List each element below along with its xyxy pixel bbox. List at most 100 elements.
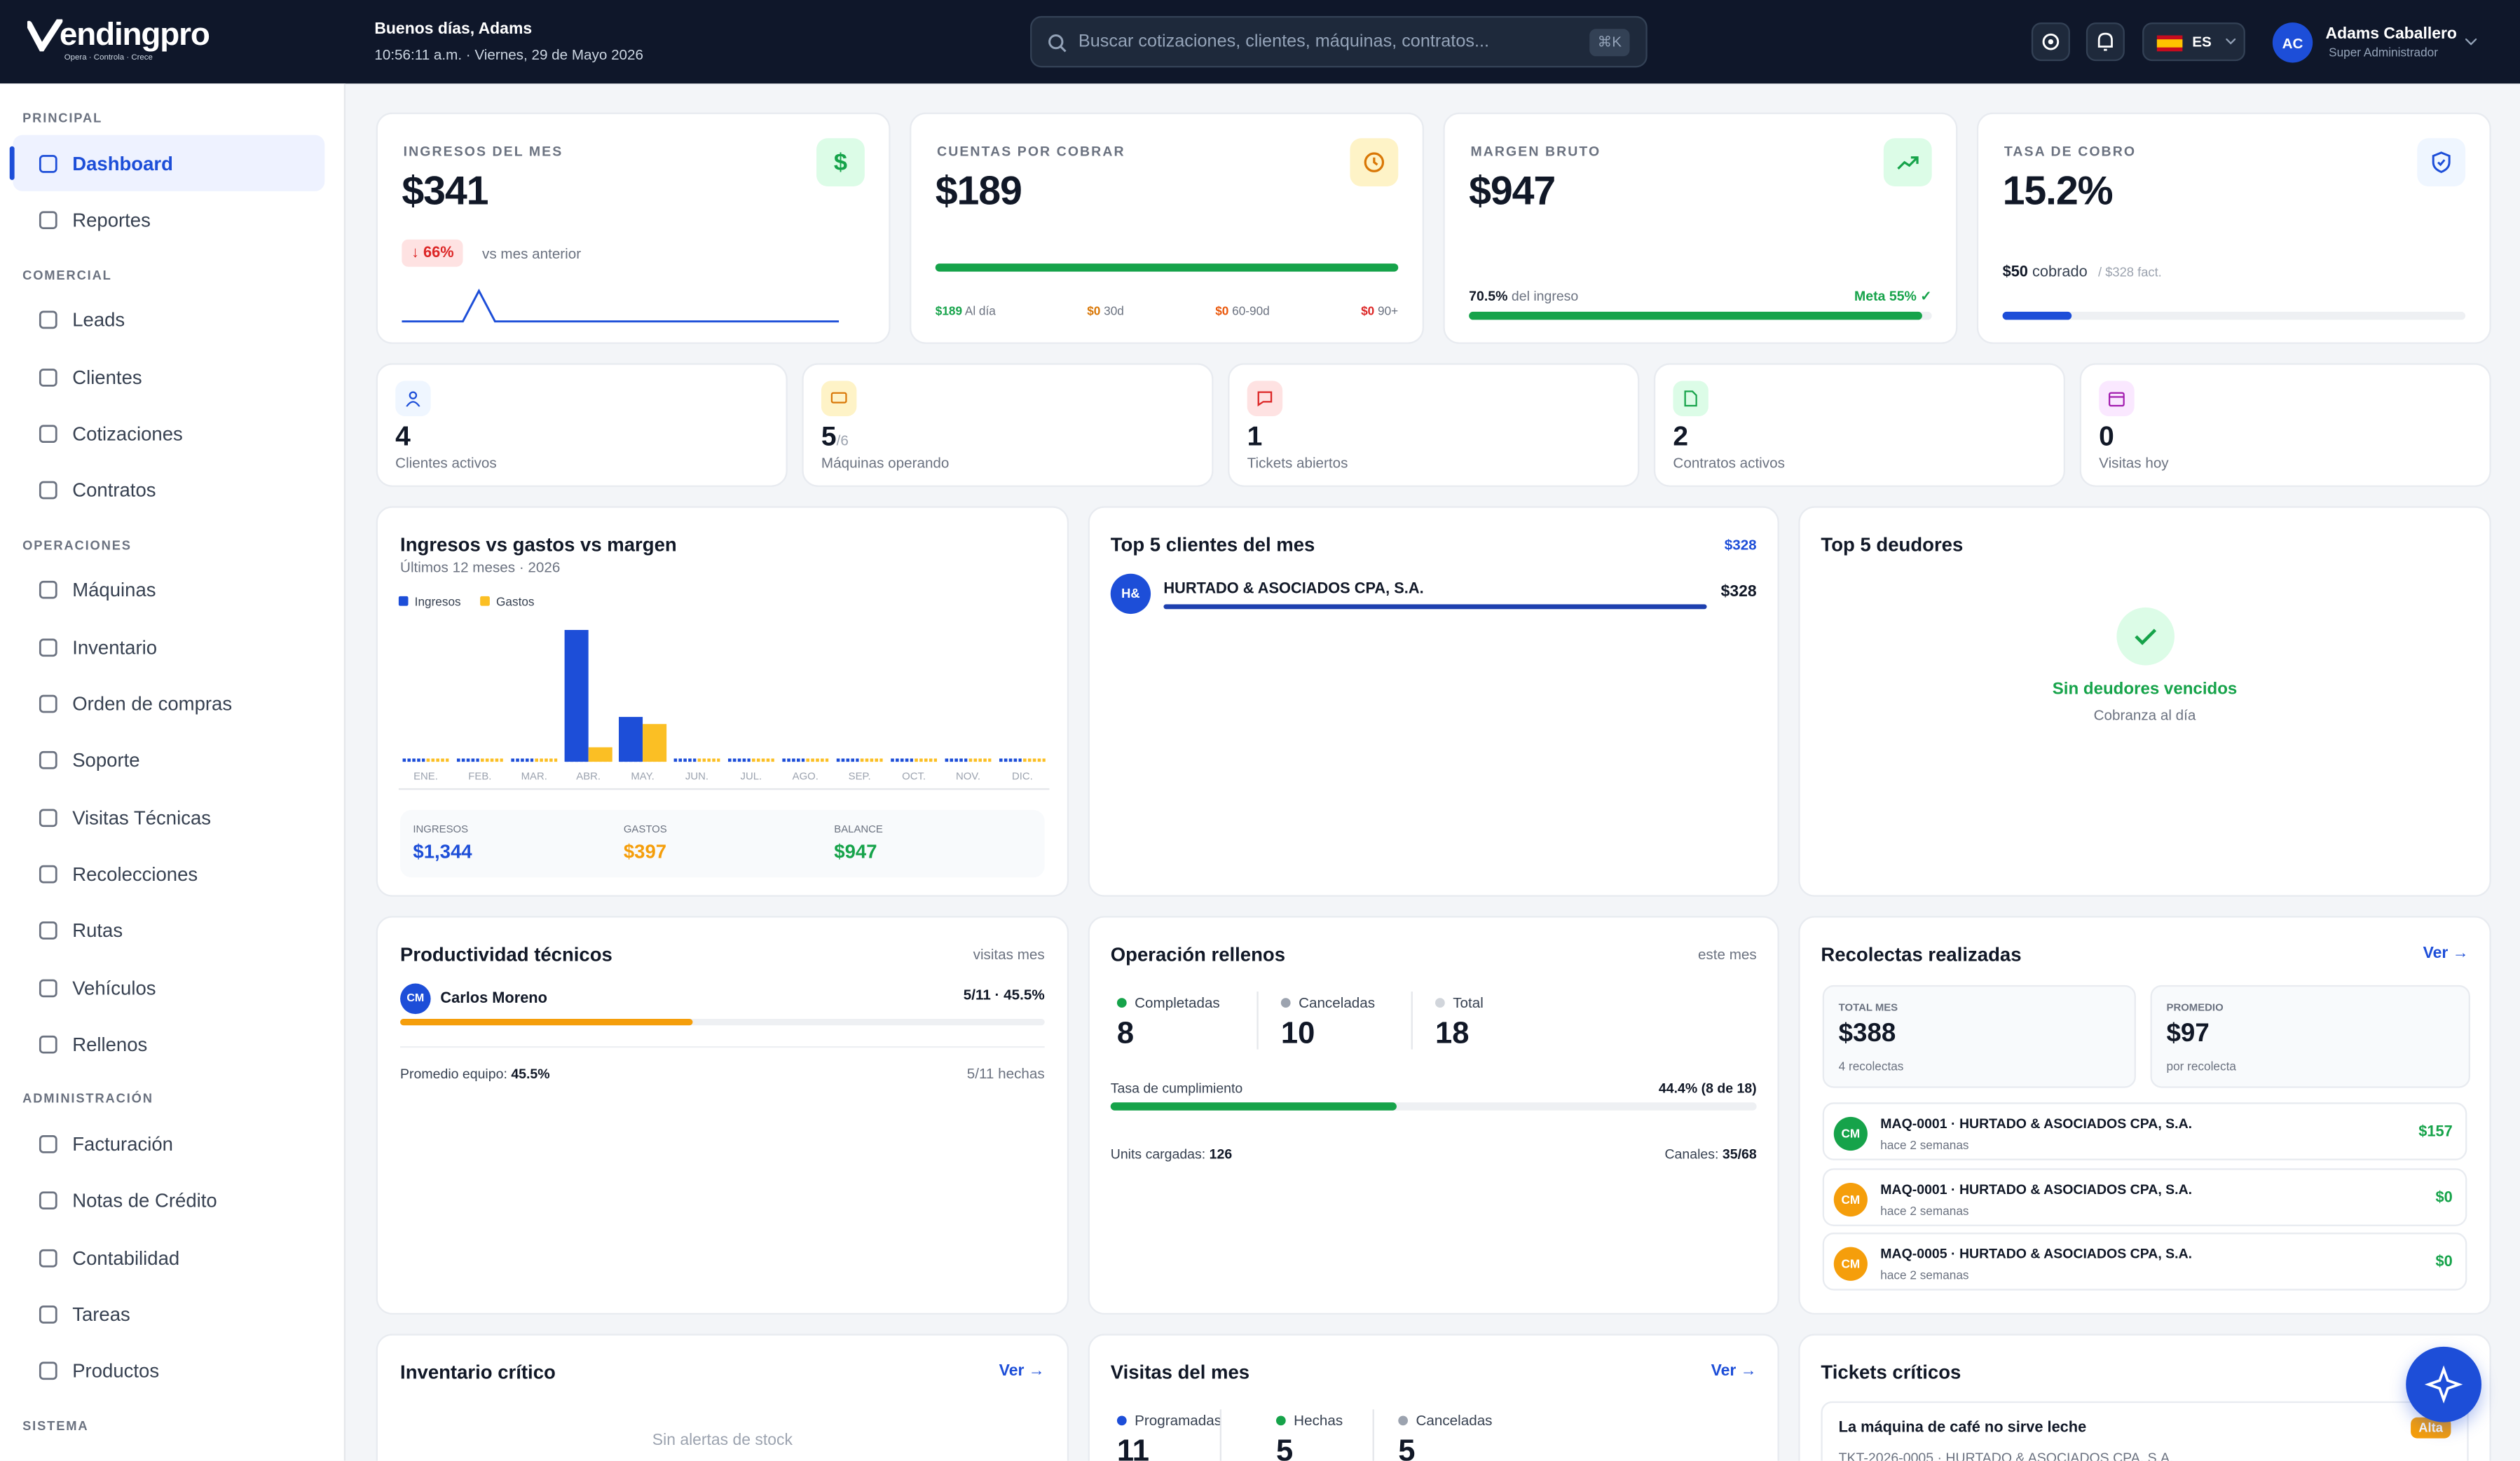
nav-icon (39, 694, 57, 713)
kpi-label: INGRESOS DEL MES (403, 143, 563, 160)
divider (1256, 992, 1259, 1050)
nav-item[interactable]: Tareas (13, 1287, 324, 1343)
nav-item[interactable]: Máquinas (13, 562, 324, 619)
stat-card: 1 Tickets abiertos (1228, 363, 1640, 487)
flag-icon (2156, 35, 2183, 52)
tech-stat: 5/11 · 45.5% (963, 987, 1045, 1003)
tech-name: Carlos Moreno (440, 989, 547, 1008)
icon-shape (39, 424, 57, 443)
stat-icon (1247, 380, 1283, 416)
collection-time: hace 2 semanas (1880, 1137, 1969, 1153)
x-tick-label: JUL. (741, 771, 762, 782)
count-label: Canceladas (1416, 1412, 1493, 1429)
nav-item[interactable]: Rellenos (13, 1016, 324, 1073)
ticket-row[interactable]: La máquina de café no sirve leche Alta T… (1821, 1401, 2469, 1461)
nav-icon (39, 368, 57, 386)
nav-item[interactable]: Reportes (13, 192, 324, 249)
client-bar (1163, 604, 1707, 610)
nav-item[interactable]: Contabilidad (13, 1230, 324, 1287)
nav-label: Tareas (72, 1303, 130, 1326)
section-title: PRINCIPAL (22, 111, 103, 125)
nav-item[interactable]: Leads (13, 291, 324, 348)
divider (1411, 992, 1413, 1050)
count-label: Programadas (1135, 1412, 1222, 1429)
nav-item[interactable]: Visitas Técnicas (13, 789, 324, 846)
nav-icon (39, 1135, 57, 1153)
legend-label: Ingresos (415, 595, 461, 609)
search-icon (1048, 34, 1067, 53)
section-title: ADMINISTRACIÓN (22, 1092, 153, 1106)
total: $328 (1724, 536, 1757, 553)
notifications-button[interactable] (2086, 22, 2125, 62)
stat-icon (821, 380, 857, 416)
search-box[interactable]: Buscar cotizaciones, clientes, máquinas,… (1030, 15, 1648, 68)
aging-label: 30d (1104, 303, 1124, 319)
nav-icon (39, 751, 57, 770)
kpi-value: 15.2% (2002, 168, 2114, 214)
bell-icon (2097, 32, 2113, 51)
logo-mark (27, 19, 63, 52)
icon-shape (39, 694, 57, 713)
progress-bar (1469, 311, 1932, 320)
icon-shape (39, 211, 57, 229)
nav-icon (39, 865, 57, 884)
tickets-card: Tickets críticos La máquina de café no s… (1798, 1333, 2491, 1461)
nav-item[interactable]: Rutas (13, 903, 324, 959)
nav-item[interactable]: Inventario (13, 619, 324, 675)
icon-shape (39, 1305, 57, 1324)
nav-item[interactable]: Recolecciones (13, 846, 324, 903)
stat-label: Tickets abiertos (1247, 455, 1348, 471)
see-all-link[interactable]: Ver → (999, 1362, 1045, 1381)
settings-button[interactable] (2031, 22, 2070, 62)
bar-chart: Ingresos Gastos ENE. FEB. MAR. ABR. MAY. JUN. JU… (398, 595, 1050, 790)
nav-item[interactable]: Facturación (13, 1116, 324, 1173)
nav-item[interactable]: Orden de compras (13, 675, 324, 732)
invoiced: / $328 fact. (2097, 265, 2162, 280)
nav-item[interactable]: Soporte (13, 732, 324, 789)
nav-item[interactable]: Clientes (13, 348, 324, 405)
rate-label: Tasa de cumplimiento (1110, 1080, 1243, 1097)
x-tick-label: MAR. (521, 771, 547, 782)
divider (1372, 1409, 1374, 1461)
icon-shape (39, 154, 57, 172)
kpi-card: CUENTAS POR COBRAR $189 $189 Al día $0 3… (910, 112, 1424, 344)
stat-card: 2 Contratos activos (1653, 363, 2066, 487)
collection-row: CM MAQ-0001 · HURTADO & ASOCIADOS CPA, S.… (1822, 1102, 2467, 1160)
nav-item[interactable]: Productos (13, 1343, 324, 1399)
assistant-button[interactable] (2406, 1346, 2482, 1422)
nav-item[interactable]: Cotizaciones (13, 405, 324, 462)
collection-avatar: CM (1833, 1181, 1868, 1216)
nav-label: Inventario (72, 636, 158, 659)
collection-title: MAQ-0005 · HURTADO & ASOCIADOS CPA, S.A. (1880, 1245, 2193, 1262)
nav-item[interactable]: Contratos (13, 462, 324, 519)
language-button[interactable]: ES (2142, 22, 2245, 62)
see-all-link[interactable]: Ver → (1711, 1362, 1757, 1381)
nav-icon (39, 1035, 57, 1054)
change-badge: ↓ 66% (402, 239, 464, 267)
logo[interactable]: endingpro (59, 18, 210, 53)
card-title: Productividad técnicos (400, 943, 612, 966)
count-value: 5 (1398, 1435, 1416, 1461)
nav-item[interactable]: Vehículos (13, 959, 324, 1016)
nav-label: Facturación (72, 1133, 174, 1156)
box-value: $388 (1838, 1020, 1896, 1048)
nav-icon (39, 311, 57, 329)
stat-icon (2099, 380, 2135, 416)
icon-shape (39, 1135, 57, 1153)
nav-item[interactable]: Dashboard (9, 135, 325, 192)
count-label: Completadas (1135, 994, 1220, 1011)
stat-label: Visitas hoy (2099, 455, 2169, 471)
nav-label: Contabilidad (72, 1246, 180, 1270)
collection-time: hace 2 semanas (1880, 1202, 1969, 1218)
icon-shape (39, 368, 57, 386)
stat-value: 0 (2099, 420, 2114, 452)
count: Canceladas 5 (1398, 1413, 1492, 1461)
icon-shape (39, 808, 57, 827)
user-avatar[interactable]: AC (2272, 22, 2313, 63)
nav-item[interactable]: Notas de Crédito (13, 1173, 324, 1230)
nav-icon (39, 1305, 57, 1324)
collected-row: $50 cobrado / $328 fact. (2003, 263, 2162, 281)
nav-icon (39, 638, 57, 657)
see-all-link[interactable]: Ver → (2423, 945, 2469, 963)
stat-card: 4 Clientes activos (376, 363, 788, 487)
